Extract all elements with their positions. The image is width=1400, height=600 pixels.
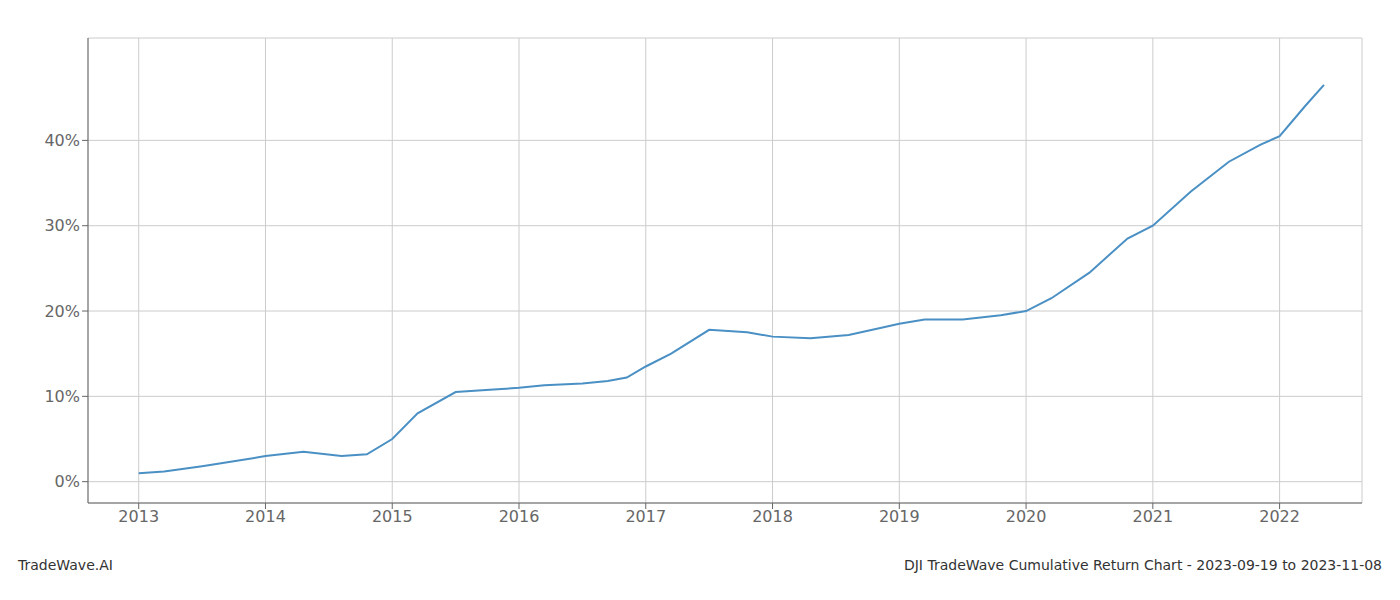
svg-text:0%: 0% [55,472,80,491]
svg-text:2014: 2014 [245,507,286,526]
svg-text:2018: 2018 [752,507,793,526]
svg-text:2015: 2015 [372,507,413,526]
svg-text:2016: 2016 [499,507,540,526]
svg-text:2013: 2013 [118,507,159,526]
svg-text:2021: 2021 [1132,507,1173,526]
svg-text:2020: 2020 [1006,507,1047,526]
svg-text:40%: 40% [44,131,80,150]
html-text:DJI TradeWave Cumulative Retur: DJI TradeWave Cumulative Return Chart - … [903,557,1382,573]
svg-text:2022: 2022 [1259,507,1300,526]
svg-text:2019: 2019 [879,507,920,526]
svg-text:30%: 30% [44,216,80,235]
svg-text:2017: 2017 [625,507,666,526]
svg-text:10%: 10% [44,387,80,406]
svg-text:20%: 20% [44,302,80,321]
html-text:TradeWave.AI: TradeWave.AI [18,557,113,573]
